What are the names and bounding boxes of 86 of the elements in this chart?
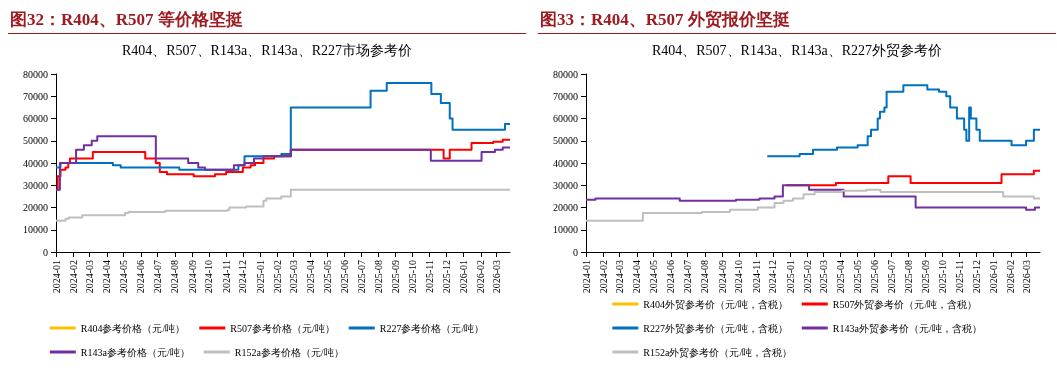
x-tick-label: 2025-09: [920, 260, 932, 294]
x-tick-label: 2024-04: [631, 260, 643, 294]
legend-label: R152a参考价格（元/吨）: [234, 346, 344, 358]
x-tick-label: 2026-03: [491, 260, 503, 294]
x-tick-label: 2024-05: [117, 260, 129, 294]
y-tick-label: 20000: [553, 202, 578, 213]
x-tick-label: 2025-02: [271, 260, 283, 294]
x-tick-label: 2025-03: [817, 260, 829, 294]
x-tick-label: 2024-10: [733, 260, 745, 294]
y-tick-label: 20000: [23, 202, 48, 213]
x-tick-label: 2026-01: [988, 260, 1000, 294]
y-tick-label: 60000: [553, 113, 578, 124]
x-tick-label: 2025-08: [902, 260, 914, 294]
x-tick-label: 2025-02: [801, 260, 813, 294]
x-tick-label: 2025-01: [784, 260, 796, 294]
x-tick-label: 2025-09: [390, 260, 402, 294]
x-tick-label: 2025-12: [970, 260, 982, 294]
x-tick-label: 2025-11: [424, 260, 436, 293]
x-tick-label: 2026-03: [1021, 260, 1033, 294]
x-tick-label: 2024-06: [135, 260, 147, 294]
x-tick-label: 2025-06: [338, 260, 350, 294]
y-tick-label: 80000: [553, 68, 578, 80]
y-tick-label: 10000: [553, 224, 578, 236]
x-tick-label: 2026-02: [475, 260, 487, 294]
legend-label: R404外贸参考价（元/吨，含税）: [643, 298, 788, 310]
x-tick-label: 2024-07: [682, 260, 694, 294]
x-tick-label: 2026-02: [1005, 260, 1017, 294]
y-tick-label: 40000: [23, 157, 48, 169]
x-tick-label: 2026-01: [458, 260, 470, 294]
legend-label: R507外贸参考价（元/吨，含税）: [832, 298, 978, 310]
x-tick-label: 2025-08: [372, 260, 384, 294]
x-tick-label: 2025-03: [287, 260, 299, 294]
x-tick-label: 2025-01: [254, 260, 266, 294]
y-tick-label: 30000: [23, 179, 48, 191]
x-tick-label: 2025-10: [406, 260, 418, 294]
x-tick-label: 2025-05: [321, 260, 333, 294]
x-tick-label: 2024-07: [152, 260, 164, 294]
y-tick-label: 10000: [23, 224, 48, 236]
x-tick-label: 2024-04: [101, 260, 113, 294]
legend-label: R227外贸参考价（元/吨，含税）: [643, 322, 788, 334]
x-tick-label: 2024-09: [716, 260, 728, 294]
x-tick-label: 2025-05: [851, 260, 863, 294]
x-tick-label: 2024-11: [750, 260, 762, 293]
x-tick-label: 2024-11: [220, 260, 232, 293]
x-tick-label: 2024-08: [169, 260, 181, 294]
y-tick-label: 70000: [553, 90, 578, 102]
y-tick-label: 40000: [553, 157, 578, 169]
y-tick-label: 30000: [553, 179, 578, 191]
legend-label: R404参考价格（元/吨）: [80, 322, 186, 334]
y-tick-label: 50000: [23, 135, 48, 147]
legend-label: R152a外贸参考价（元/吨，含税）: [643, 346, 793, 358]
x-tick-label: 2025-06: [868, 260, 880, 294]
x-tick-label: 2025-07: [355, 260, 367, 294]
y-tick-label: 60000: [23, 113, 48, 124]
x-tick-label: 2024-02: [67, 260, 79, 294]
x-tick-label: 2025-12: [440, 260, 452, 294]
x-tick-label: 2024-01: [580, 260, 592, 294]
legend-label: R227参考价格（元/吨）: [379, 322, 485, 334]
y-tick-label: 0: [573, 246, 578, 258]
legend-label: R507参考价格（元/吨）: [230, 322, 335, 334]
chart-title: 图32：R404、R507 等价格坚挺: [8, 8, 526, 34]
x-tick-label: 2024-03: [613, 260, 625, 294]
chart-subtitle: R404、R507、R143a、R143a、R227市场参考价: [121, 42, 413, 58]
x-tick-label: 2025-11: [954, 260, 966, 293]
x-tick-label: 2025-07: [885, 260, 897, 294]
x-tick-label: 2024-02: [597, 260, 609, 294]
x-tick-label: 2024-12: [767, 260, 779, 294]
x-tick-label: 2025-10: [936, 260, 948, 294]
x-tick-label: 2024-05: [647, 260, 659, 294]
chart-subtitle: R404、R507、R143a、R143a、R227外贸参考价: [651, 42, 943, 58]
y-tick-label: 70000: [23, 90, 48, 102]
x-tick-label: 2024-01: [50, 260, 62, 294]
y-tick-label: 0: [43, 246, 48, 258]
chart-title: 图33：R404、R507 外贸报价坚挺: [538, 8, 1056, 34]
x-tick-label: 2024-12: [237, 260, 249, 294]
legend-label: R143a外贸参考价（元/吨，含税）: [832, 322, 982, 334]
legend-label: R143a参考价格（元/吨）: [80, 346, 190, 358]
x-tick-label: 2024-08: [699, 260, 711, 294]
x-tick-label: 2024-03: [83, 260, 95, 294]
x-tick-label: 2024-10: [203, 260, 215, 294]
x-tick-label: 2025-04: [834, 260, 846, 294]
x-tick-label: 2024-09: [186, 260, 198, 294]
x-tick-label: 2025-04: [304, 260, 316, 294]
x-tick-label: 2024-06: [665, 260, 677, 294]
y-tick-label: 50000: [553, 135, 578, 147]
y-tick-label: 80000: [23, 68, 48, 80]
